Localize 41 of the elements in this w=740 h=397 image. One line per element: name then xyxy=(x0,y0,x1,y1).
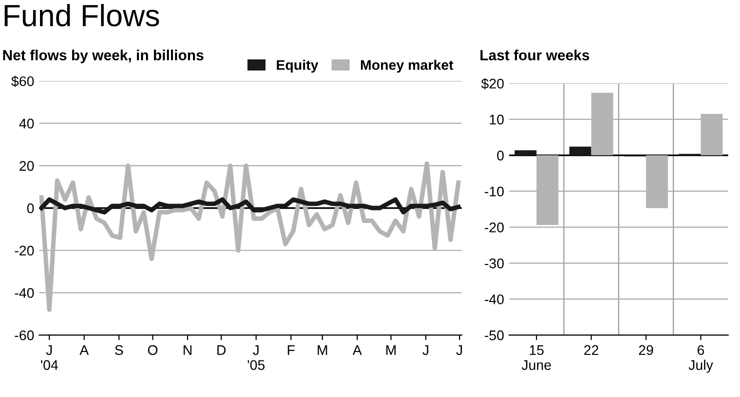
y-tick-label: -50 xyxy=(484,330,504,340)
chart-title: Fund Flows xyxy=(4,4,160,26)
legend-label: Equity xyxy=(276,60,318,73)
x-tick-label: J '05 xyxy=(248,345,265,370)
bar xyxy=(514,150,536,156)
y-tick-label: -20 xyxy=(14,246,34,256)
y-tick-label: 10 xyxy=(490,114,504,124)
x-tick-label: 22 xyxy=(584,345,598,355)
y-tick-label: 0 xyxy=(497,150,504,160)
x-tick-label: M xyxy=(318,345,328,355)
x-tick-label: J '04 xyxy=(40,345,58,370)
y-tick-label: 40 xyxy=(19,118,34,129)
y-tick-label: -40 xyxy=(484,294,504,304)
x-tick-label: J xyxy=(422,345,428,355)
x-tick-label: F xyxy=(288,345,295,355)
y-tick-label: -10 xyxy=(484,186,504,196)
x-tick-label: A xyxy=(352,345,362,355)
x-tick-label: 15 June xyxy=(522,345,551,370)
x-tick-label: N xyxy=(184,345,192,355)
y-tick-label: $20 xyxy=(481,78,504,90)
y-tick-label: -60 xyxy=(14,330,34,340)
x-tick-label: A xyxy=(80,345,89,355)
y-tick-label: $60 xyxy=(11,76,34,87)
chart-title: Last four weeks xyxy=(480,50,590,60)
line-series xyxy=(39,161,461,312)
x-tick-label: D xyxy=(217,345,226,355)
y-tick-label: -40 xyxy=(14,288,34,298)
x-tick-label: O xyxy=(148,345,158,355)
bar xyxy=(569,146,592,156)
x-tick-label: S xyxy=(115,345,123,355)
y-tick-label: -20 xyxy=(484,222,504,232)
y-tick-label: 0 xyxy=(27,203,34,214)
line-series xyxy=(39,197,461,214)
x-tick-label: 29 xyxy=(638,345,654,355)
legend-label: Money market xyxy=(360,60,454,73)
y-tick-label: 20 xyxy=(20,161,34,171)
y-tick-label: -30 xyxy=(484,258,504,268)
x-tick-label: M xyxy=(386,345,396,355)
x-tick-label: J xyxy=(456,345,462,355)
chart-subtitle: Net flows by week, in billions xyxy=(3,50,204,64)
x-tick-label: 6 July xyxy=(688,345,714,373)
